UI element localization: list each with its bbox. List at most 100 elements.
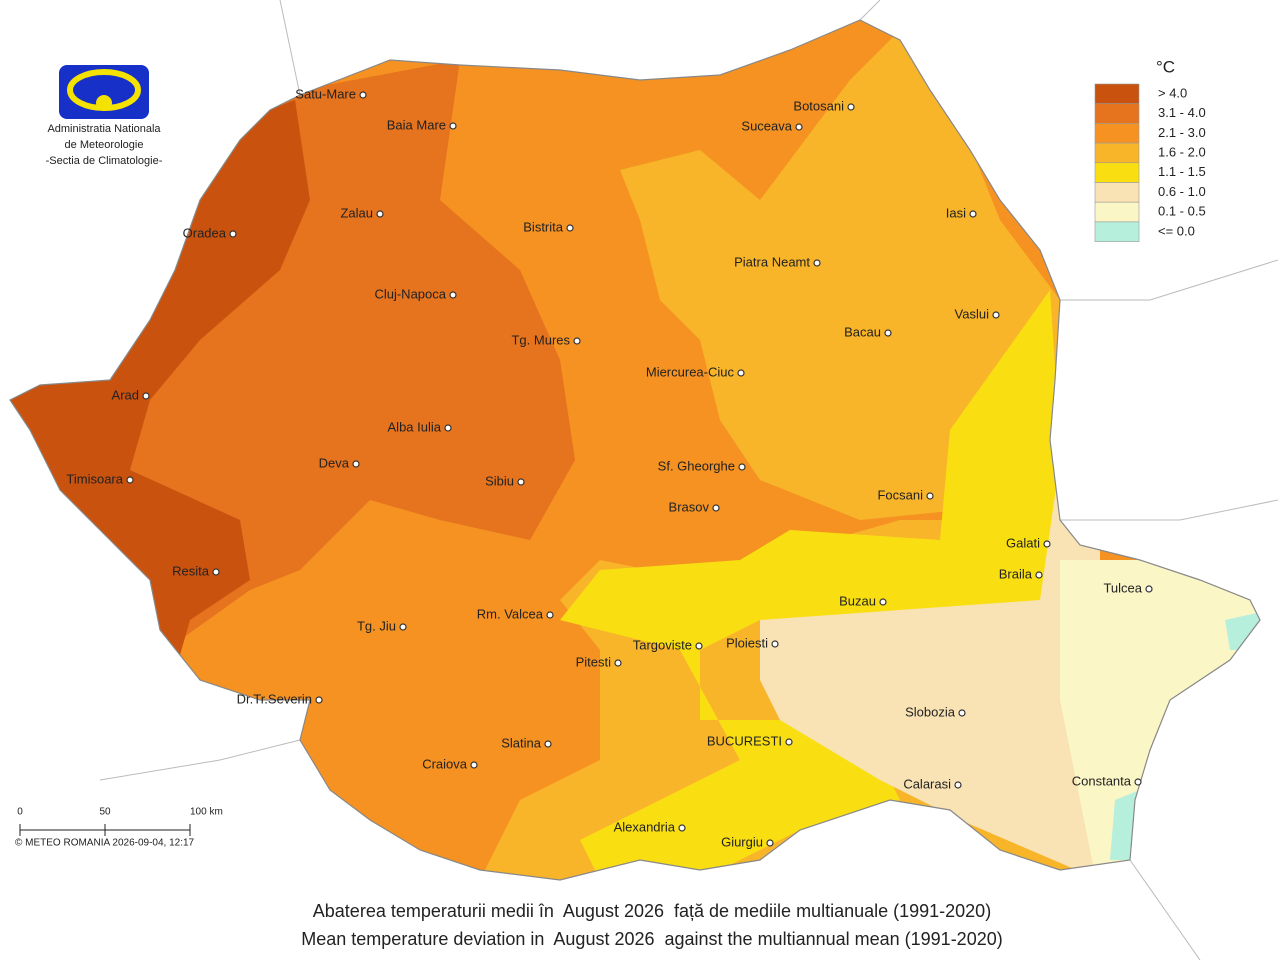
city-dot [879, 598, 887, 606]
logo-text: de Meteorologie [65, 139, 144, 151]
city-dot [795, 123, 803, 131]
city-label: Slatina [501, 735, 542, 750]
copyright: © METEO ROMANIA 2026-09-04, 12:17 [15, 838, 195, 849]
city-dot [449, 291, 457, 299]
city-label: Targoviste [633, 637, 692, 652]
city-label: Tulcea [1103, 580, 1142, 595]
legend-label: 1.6 - 2.0 [1158, 145, 1206, 160]
zone [620, 30, 1060, 520]
city-label: Deva [319, 455, 350, 470]
city-label: Pitesti [576, 654, 612, 669]
city-label: Galati [1006, 535, 1040, 550]
scale-label: 0 [17, 807, 23, 818]
city-dot [712, 504, 720, 512]
city-label: Botosani [793, 98, 844, 113]
zone [560, 290, 1070, 880]
city-label: Slobozia [905, 704, 956, 719]
city-dot [847, 103, 855, 111]
city-label: Vaslui [955, 306, 990, 321]
city-label: Satu-Mare [295, 86, 356, 101]
scale-bar [19, 824, 191, 836]
city-dot [1043, 540, 1051, 548]
city-dot [738, 463, 746, 471]
city-label: Bistrita [523, 219, 564, 234]
city-dot [126, 476, 134, 484]
zone [1060, 560, 1260, 880]
city-label: Craiova [422, 756, 468, 771]
logo-text: -Sectia de Climatologie- [46, 155, 163, 167]
city-dot [766, 839, 774, 847]
city-dot [573, 337, 581, 345]
city-dot [1145, 585, 1153, 593]
neighbor-borders [99, 0, 1278, 961]
city-dot [969, 210, 977, 218]
city-dot [813, 259, 821, 267]
city-label: Rm. Valcea [477, 606, 544, 621]
city-dot [771, 640, 779, 648]
legend-label: 2.1 - 3.0 [1158, 125, 1206, 140]
legend-swatch [1094, 83, 1140, 105]
city-dot [544, 740, 552, 748]
city-dot [212, 568, 220, 576]
legend-swatch [1094, 162, 1140, 183]
city-label: Braila [999, 566, 1033, 581]
legend-label: <= 0.0 [1158, 223, 1195, 238]
city-dot [566, 224, 574, 232]
city-label: Arad [112, 387, 139, 402]
city-dot [470, 761, 478, 769]
city-label: Miercurea-Ciuc [646, 364, 735, 379]
city-label: Baia Mare [387, 117, 446, 132]
scale-label: 100 km [190, 807, 223, 818]
city-label: Cluj-Napoca [374, 286, 446, 301]
city-dot [884, 329, 892, 337]
city-dot [614, 659, 622, 667]
legend-swatch [1094, 142, 1140, 164]
legend-swatch [1094, 201, 1140, 223]
city-dot [142, 392, 150, 400]
city-label: Zalau [340, 205, 373, 220]
city-dot [737, 369, 745, 377]
zone [760, 440, 1100, 880]
city-label: Buzau [839, 593, 876, 608]
city-label: Alexandria [614, 819, 676, 834]
city-dot [785, 738, 793, 746]
city-dot [517, 478, 525, 486]
city-label: Iasi [946, 205, 966, 220]
city-dot [444, 424, 452, 432]
city-dot [678, 824, 686, 832]
city-label: Giurgiu [721, 834, 763, 849]
legend-label: 3.1 - 4.0 [1158, 105, 1206, 120]
city-dot [954, 781, 962, 789]
city-label: Bacau [844, 324, 881, 339]
logo [59, 65, 149, 119]
caption: Mean temperature deviation in August 202… [301, 929, 1002, 949]
city-label: Piatra Neamt [734, 254, 810, 269]
city-label: Resita [172, 563, 210, 578]
caption: Abaterea temperaturii medii în August 20… [313, 901, 991, 921]
city-label: Tg. Jiu [357, 618, 396, 633]
city-label: Alba Iulia [388, 419, 442, 434]
logo-text: Administratia Nationala [47, 123, 161, 135]
city-label: Sf. Gheorghe [658, 458, 735, 473]
city-label: Focsani [877, 487, 923, 502]
legend-unit: °C [1156, 57, 1175, 76]
city-dot [352, 460, 360, 468]
city-dot [546, 611, 554, 619]
city-label: Sibiu [485, 473, 514, 488]
logo-sun [96, 95, 112, 111]
legend-label: 0.6 - 1.0 [1158, 184, 1206, 199]
city-label: Dr.Tr.Severin [237, 691, 312, 706]
city-label: Suceava [741, 118, 792, 133]
city-dot [992, 311, 1000, 319]
legend-swatch [1094, 221, 1140, 242]
legend-swatch [1094, 182, 1140, 203]
city-dot [229, 230, 237, 238]
city-dot [399, 623, 407, 631]
city-label: Tg. Mures [511, 332, 570, 347]
city-label: Calarasi [903, 776, 951, 791]
city-dot [1035, 571, 1043, 579]
city-dot [958, 709, 966, 717]
city-label: BUCURESTI [707, 733, 782, 748]
city-dot [926, 492, 934, 500]
